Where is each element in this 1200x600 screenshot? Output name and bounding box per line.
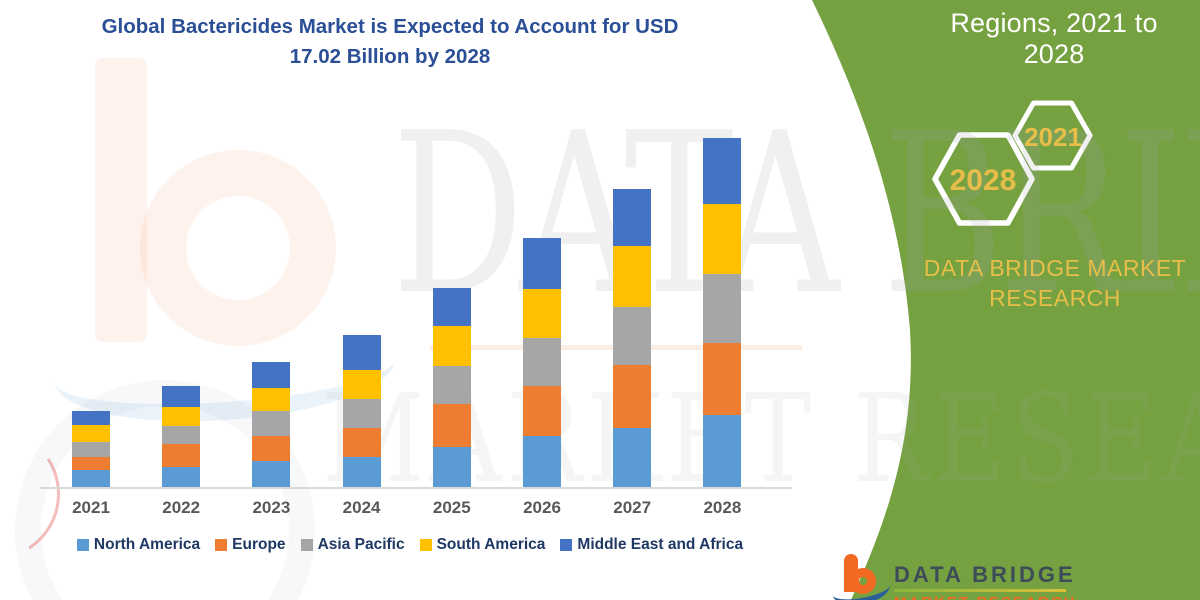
bar-segment-asia-pacific: [703, 274, 742, 344]
x-axis-label: 2027: [613, 498, 652, 517]
x-axis-label: 2026: [523, 498, 561, 517]
bar-segment-south-america: [523, 288, 561, 338]
chart-title-line1: Global Bactericides Market is Expected t…: [101, 15, 679, 38]
watermark-logo-stem: [95, 58, 147, 342]
bar-segment-europe: [342, 427, 381, 458]
bar-segment-asia-pacific: [613, 307, 652, 365]
bar-segment-middle-east-and-africa: [342, 335, 381, 370]
legend-swatch-icon: [215, 539, 228, 551]
legend-swatch-icon: [560, 539, 573, 551]
legend-swatch-icon: [300, 539, 313, 551]
bar-segment-middle-east-and-africa: [432, 287, 471, 327]
bar-segment-asia-pacific: [342, 399, 381, 428]
bar-segment-south-america: [342, 369, 381, 400]
bar-segment-middle-east-and-africa: [162, 385, 201, 408]
chart-title-line2: 17.02 Billion by 2028: [289, 44, 491, 68]
bar-segment-north-america: [72, 470, 110, 487]
watermark-logo-bowl: [140, 150, 336, 346]
bar-segment-north-america: [342, 457, 381, 487]
bar-segment-middle-east-and-africa: [523, 238, 561, 289]
bar-segment-north-america: [703, 415, 742, 487]
legend-swatch-icon: [76, 539, 89, 551]
bar-segment-asia-pacific: [252, 410, 291, 436]
bar-segment-europe: [432, 404, 471, 448]
bar-segment-south-america: [72, 425, 110, 443]
legend-item: South America: [419, 536, 546, 554]
bar-segment-europe: [523, 386, 561, 436]
bar-segment-asia-pacific: [432, 366, 471, 405]
footer-brand-subtext: MARKET RESEARCH: [894, 594, 1077, 600]
legend-swatch-icon: [419, 539, 432, 551]
x-axis-label: 2024: [342, 498, 381, 517]
panel-brand-text: DATA BRIDGE MARKET RESEARCH: [923, 255, 1187, 311]
footer-brand-underline: [894, 589, 1066, 592]
legend-label: Asia Pacific: [317, 536, 405, 553]
logo-b-bowl-icon: [850, 568, 876, 594]
footer-logo: DATA BRIDGE MARKET RESEARCH: [830, 552, 1196, 600]
bar-segment-south-america: [613, 245, 652, 307]
x-axis-label: 2028: [703, 498, 742, 517]
hexagon-2021-label: 2021: [1024, 122, 1082, 152]
legend-item: Europe: [215, 536, 286, 554]
x-axis-label: 2025: [432, 498, 471, 517]
x-axis-label: 2022: [162, 498, 201, 517]
bar-segment-asia-pacific: [72, 442, 110, 457]
chart-legend: North America Europe Asia Pacific South Ame…: [40, 536, 780, 554]
bar-segment-south-america: [162, 407, 201, 426]
bar-segment-north-america: [523, 435, 561, 487]
hexagon-2028-label: 2028: [949, 164, 1017, 197]
bar-segment-north-america: [613, 427, 652, 487]
bar-segment-middle-east-and-africa: [72, 410, 110, 426]
bar-segment-south-america: [432, 326, 471, 367]
legend-label: South America: [436, 536, 546, 553]
bar-segment-south-america: [252, 387, 291, 411]
bar-segment-north-america: [252, 460, 291, 487]
bar-segment-middle-east-and-africa: [613, 188, 652, 246]
bar-segment-europe: [252, 435, 291, 461]
x-axis-label: 2023: [252, 498, 291, 517]
footer-brand-name: DATA BRIDGE: [894, 562, 1076, 587]
chart-title: Global Bactericides Market is Expected t…: [70, 12, 710, 71]
bar-segment-north-america: [162, 467, 201, 487]
bar-segment-middle-east-and-africa: [703, 138, 742, 205]
x-axis-label: 2021: [72, 498, 110, 517]
panel-heading: Regions, 2021 to 2028: [950, 8, 1158, 69]
legend-item: North America: [76, 536, 201, 554]
bar-segment-middle-east-and-africa: [252, 361, 291, 388]
legend-item: Middle East and Africa: [560, 536, 743, 554]
bar-segment-europe: [703, 343, 742, 416]
legend-label: Europe: [232, 536, 286, 553]
bar-segment-europe: [613, 364, 652, 428]
bar-segment-europe: [72, 456, 110, 471]
legend-label: North America: [93, 536, 201, 553]
bar-segment-europe: [162, 443, 201, 468]
x-axis-line: [40, 487, 792, 489]
bar-segment-asia-pacific: [162, 425, 201, 444]
legend-label: Middle East and Africa: [577, 536, 744, 553]
bar-segment-north-america: [432, 447, 471, 487]
legend-item: Asia Pacific: [300, 536, 405, 554]
bar-segment-south-america: [703, 204, 742, 275]
bar-segment-asia-pacific: [523, 337, 561, 387]
